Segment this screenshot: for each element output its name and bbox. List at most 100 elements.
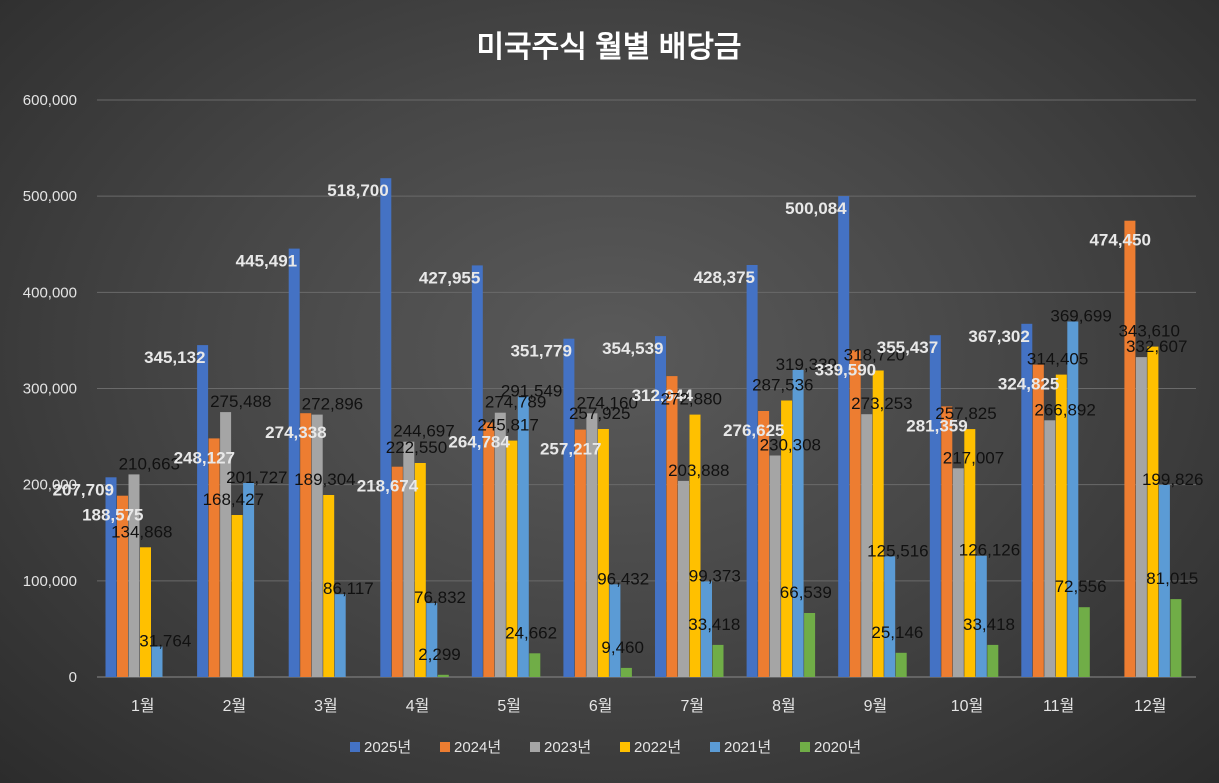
bar-2024년-12월 — [1124, 220, 1136, 677]
data-label-2021년-8월: 319,339 — [776, 355, 837, 374]
data-label-2025년-4월: 518,700 — [327, 181, 388, 200]
data-label-2020년-10월: 33,418 — [963, 615, 1015, 634]
legend-item-2020년[interactable]: 2020년 — [800, 739, 861, 756]
data-label-2020년-9월: 25,146 — [871, 623, 923, 642]
legend-label: 2023년 — [544, 739, 591, 756]
bar-2022년-10월 — [964, 429, 976, 677]
data-label-2024년-10월: 281,359 — [906, 416, 967, 435]
data-label-2020년-7월: 33,418 — [688, 615, 740, 634]
data-label-2021년-7월: 99,373 — [689, 566, 741, 585]
x-category-label: 11월 — [1043, 697, 1074, 715]
bar-2022년-11월 — [1055, 374, 1067, 677]
bar-2021년-3월 — [334, 594, 346, 677]
data-label-2024년-9월: 339,590 — [815, 360, 876, 379]
x-category-label: 7월 — [680, 697, 704, 715]
data-label-2025년-10월: 355,437 — [877, 338, 938, 357]
data-label-2024년-2월: 248,127 — [174, 448, 235, 467]
data-label-2025년-9월: 500,084 — [785, 199, 847, 218]
legend-label: 2020년 — [814, 739, 861, 756]
bar-2022년-4월 — [414, 463, 426, 677]
data-label-2023년-9월: 273,253 — [851, 394, 912, 413]
bar-2020년-6월 — [620, 667, 632, 677]
data-label-2024년-4월: 218,674 — [357, 477, 419, 496]
data-label-2022년-12월: 343,610 — [1118, 322, 1179, 341]
data-label-2023년-8월: 230,308 — [760, 436, 821, 455]
y-tick-label: 100,000 — [23, 573, 77, 590]
x-category-label: 4월 — [406, 697, 430, 715]
bar-2023년-7월 — [678, 480, 689, 677]
data-label-2020년-4월: 2,299 — [418, 645, 461, 664]
data-label-2020년-11월: 72,556 — [1055, 577, 1107, 596]
data-label-2022년-11월: 314,405 — [1027, 350, 1088, 369]
x-category-label: 12월 — [1134, 697, 1167, 715]
data-label-2025년-5월: 427,955 — [419, 268, 480, 287]
data-label-2023년-1월: 210,663 — [119, 454, 180, 473]
bar-2025년-2월 — [197, 345, 209, 677]
legend-swatch — [530, 742, 540, 752]
x-category-label: 2월 — [223, 697, 247, 715]
y-tick-label: 200,000 — [23, 477, 77, 494]
data-label-2021년-5월: 291,549 — [501, 382, 562, 401]
data-label-2023년-11월: 266,892 — [1034, 400, 1095, 419]
bar-2025년-7월 — [655, 336, 666, 677]
bar-2024년-11월 — [1032, 364, 1044, 677]
legend-swatch — [350, 742, 360, 752]
bar-2021년-7월 — [701, 581, 712, 677]
bar-2024년-4월 — [391, 466, 403, 677]
legend-label: 2025년 — [364, 739, 411, 756]
legend-item-2021년[interactable]: 2021년 — [710, 739, 771, 756]
bar-2025년-1월 — [105, 477, 117, 677]
data-label-2021년-10월: 126,126 — [959, 541, 1020, 560]
bar-2022년-1월 — [140, 547, 151, 677]
bar-2023년-4월 — [403, 441, 415, 677]
legend-item-2025년[interactable]: 2025년 — [350, 739, 411, 756]
bar-2022년-5월 — [506, 440, 518, 677]
legend-item-2022년[interactable]: 2022년 — [620, 739, 681, 756]
data-label-2022년-6월: 257,925 — [569, 404, 630, 423]
x-category-label: 9월 — [864, 697, 888, 715]
bar-2025년-4월 — [380, 178, 392, 677]
bar-2023년-9월 — [861, 414, 873, 677]
bar-2022년-9월 — [872, 370, 884, 677]
bar-2024년-9월 — [849, 350, 861, 677]
bar-2022년-7월 — [689, 414, 701, 677]
data-label-2024년-7월: 312,944 — [632, 386, 694, 405]
x-category-label: 10월 — [951, 697, 984, 715]
bar-2024년-2월 — [208, 438, 220, 677]
legend-item-2023년[interactable]: 2023년 — [530, 739, 591, 756]
bar-2024년-1월 — [117, 495, 128, 677]
bar-2025년-5월 — [471, 265, 483, 677]
data-label-2023년-5월: 274,789 — [485, 393, 546, 412]
legend[interactable]: 2025년 2024년 2023년 2022년 2021년 2020년 — [350, 739, 861, 756]
data-label-2024년-5월: 264,784 — [448, 432, 510, 451]
data-label-2022년-9월: 318,720 — [844, 346, 905, 365]
bar-2024년-5월 — [483, 422, 495, 677]
bar-2022년-6월 — [597, 429, 609, 677]
data-label-2025년-6월: 351,779 — [510, 342, 571, 361]
bar-2020년-4월 — [437, 674, 449, 677]
legend-item-2024년[interactable]: 2024년 — [440, 739, 501, 756]
bars — [105, 178, 1182, 677]
data-labels: 207,709 188,575 210,663 134,868 31,764 345,13… — [53, 181, 1204, 664]
bar-2021년-8월 — [792, 369, 804, 677]
bar-2024년-3월 — [300, 413, 312, 677]
data-label-2024년-12월: 474,450 — [1089, 231, 1150, 250]
bar-2023년-8월 — [769, 455, 781, 677]
data-label-2022년-4월: 222,550 — [386, 438, 447, 457]
data-label-2022년-3월: 189,304 — [294, 470, 355, 489]
data-label-2022년-10월: 257,825 — [935, 404, 996, 423]
y-tick-label: 500,000 — [23, 188, 77, 205]
data-label-2024년-6월: 257,217 — [540, 440, 601, 459]
y-tick-label: 400,000 — [23, 284, 77, 301]
data-label-2024년-1월: 188,575 — [82, 506, 143, 525]
x-category-label: 1월 — [131, 697, 155, 715]
x-category-label: 8월 — [772, 697, 796, 715]
y-tick-label: 0 — [69, 669, 77, 686]
bar-2025년-11월 — [1021, 323, 1033, 677]
x-axis-category-labels: 1월 2월 3월 4월 5월 6월 7월 8월 9월 10월 11월 12월 — [131, 697, 1166, 715]
data-label-2022년-1월: 134,868 — [111, 522, 172, 541]
bar-2022년-8월 — [781, 400, 793, 677]
legend-swatch — [620, 742, 630, 752]
